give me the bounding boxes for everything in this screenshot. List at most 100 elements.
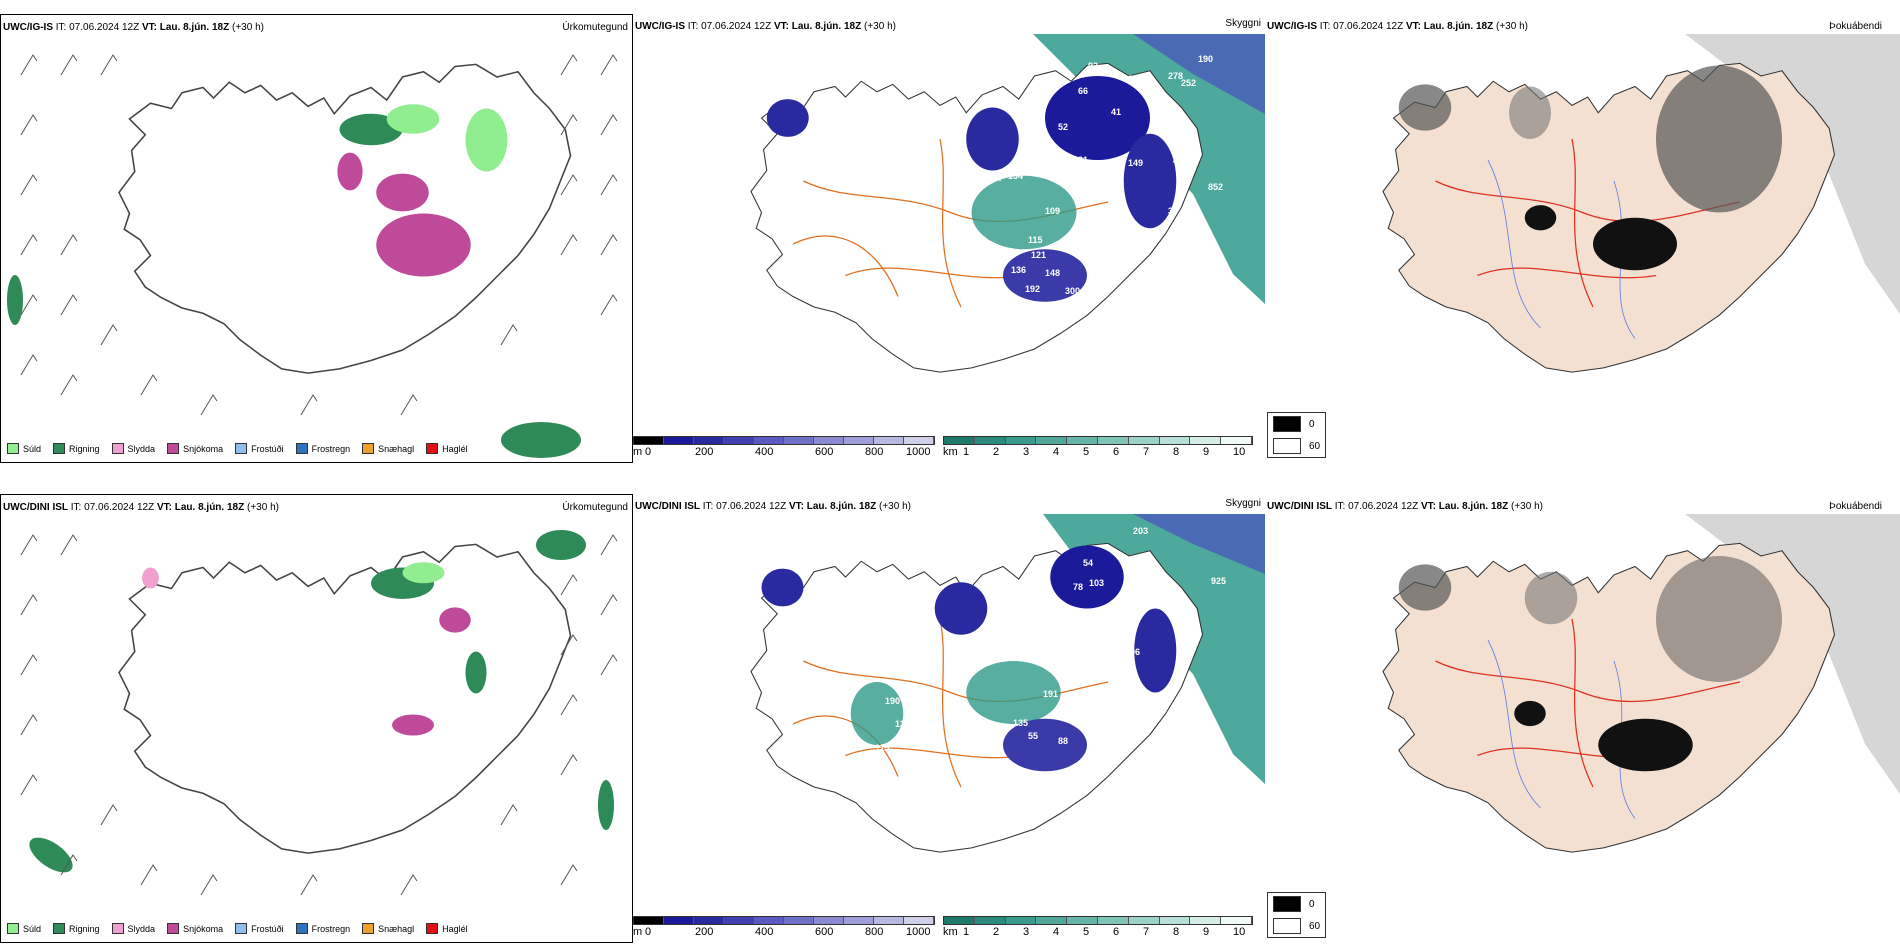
vis-label: 925 — [1211, 576, 1226, 586]
vis-label: 136 — [1011, 265, 1026, 275]
vis-label: 278 — [1168, 71, 1183, 81]
fog-area — [1656, 65, 1782, 213]
legend-item: Haglél — [426, 443, 468, 454]
visibility-panel-1: UWC/IG-IS IT: 07.06.2024 12Z VT: Lau. 8.… — [633, 14, 1265, 463]
vis-label: 62 — [678, 82, 688, 92]
vis-label: 115 — [1028, 235, 1043, 245]
precip-panel-1: UWC/IG-IS IT: 07.06.2024 12Z VT: Lau. 8.… — [0, 14, 633, 463]
vis-label: 113 — [1085, 212, 1100, 222]
vis-label: 115 — [923, 180, 938, 190]
vis-label: 43 — [1173, 156, 1183, 166]
vis-label: 54 — [1083, 558, 1093, 568]
vis-label: 139 — [1093, 193, 1108, 203]
low-ceiling-area — [1045, 76, 1150, 160]
vis-label: 92 — [1088, 61, 1098, 71]
vis-label: 103 — [1089, 578, 1104, 588]
coastline — [118, 543, 572, 854]
vis-label: 76 — [1103, 642, 1113, 652]
snow-area — [376, 173, 429, 212]
vis-label: 149 — [1128, 158, 1143, 168]
visibility-colorbar: km 1 2 3 4 5 6 7 8 9 10 — [943, 916, 1253, 939]
legend-item: Frostúði — [235, 923, 284, 934]
rain-area — [29, 837, 73, 873]
ceiling-colorbar: m 0 200 400 600 800 1000 — [633, 916, 935, 939]
snow-area — [392, 714, 434, 736]
low-vis-area — [971, 175, 1077, 250]
snow-area — [376, 213, 471, 277]
vis-label: 191 — [1043, 689, 1058, 699]
legend-item: Snjókoma — [167, 923, 223, 934]
vis-label: 243 — [1091, 259, 1106, 269]
vis-labels: 203 54 60 103 78 65 114 76 392 76 106 92… — [681, 526, 1226, 786]
coastline — [118, 63, 572, 374]
fog-area — [1398, 564, 1452, 611]
panel-type: Úrkomutegund — [562, 502, 628, 513]
vis-label: 66 — [1078, 86, 1088, 96]
panel-type: Þokuábendi — [1829, 501, 1882, 512]
vis-label: 136 — [953, 656, 968, 666]
vis-label: 161 — [1093, 745, 1108, 755]
vis-label: 26 — [893, 247, 903, 257]
sea-low-vis — [1043, 514, 1265, 784]
road-network — [1435, 138, 1741, 308]
vis-labels: 92 58 190 278 252 66 41 50 70 52 81 149 … — [678, 54, 1223, 309]
vis-label: 55 — [1028, 731, 1038, 741]
legend-item: Haglél — [426, 923, 468, 934]
panel-title: UWC/IG-IS IT: 07.06.2024 12Z VT: Lau. 8.… — [3, 22, 264, 33]
vis-label: 200 — [693, 596, 708, 606]
vis-label: 52 — [1058, 122, 1068, 132]
low-ceiling-area — [766, 99, 809, 137]
vis-label: 148 — [1045, 268, 1060, 278]
visibility-map: 203 54 60 103 78 65 114 76 392 76 106 92… — [681, 514, 1265, 853]
vis-label: 114 — [1038, 595, 1053, 605]
low-ceiling-area — [1003, 249, 1087, 302]
legend-item: Rigning — [53, 443, 100, 454]
vis-label: 95 — [1118, 741, 1128, 751]
vis-label: 76 — [1050, 610, 1060, 620]
fog-panel-2: UWC/DINI ISL IT: 07.06.2024 12Z VT: Lau.… — [1265, 494, 1900, 943]
low-vis-area — [850, 682, 904, 745]
vis-label: 38 — [883, 210, 893, 220]
low-vis-area — [966, 661, 1061, 724]
precip-panel-2: UWC/DINI ISL IT: 07.06.2024 12Z VT: Lau.… — [0, 494, 633, 943]
legend-item: Frostúði — [235, 443, 284, 454]
rain-area — [598, 780, 614, 830]
vis-label: 24 — [998, 627, 1008, 637]
panel-title: UWC/DINI ISL IT: 07.06.2024 12Z VT: Lau.… — [3, 502, 279, 513]
vis-label: 200 — [1058, 299, 1073, 309]
low-ceiling-area — [934, 582, 988, 635]
fog-area — [1524, 571, 1578, 625]
vis-label: 72 — [705, 566, 715, 576]
vis-label: 65 — [1123, 578, 1133, 588]
vis-label: 233 — [1063, 776, 1078, 786]
vis-label: 121 — [681, 561, 696, 571]
legend-item: Súld — [7, 923, 41, 934]
sea-fog — [1685, 34, 1900, 314]
rain-area — [7, 275, 23, 325]
panel-type: Skyggni — [1225, 18, 1261, 29]
legend-item: Rigning — [53, 923, 100, 934]
snow-area — [337, 152, 363, 191]
vis-label: 107 — [988, 173, 1003, 183]
vis-label: 130 — [895, 719, 910, 729]
panel-title: UWC/IG-IS IT: 07.06.2024 12Z VT: Lau. 8.… — [635, 21, 896, 32]
legend-item: Snæhagl — [362, 923, 414, 934]
vis-label: 155 — [1093, 759, 1108, 769]
visibility-map: 92 58 190 278 252 66 41 50 70 52 81 149 … — [678, 34, 1265, 373]
low-ceiling-area — [966, 107, 1019, 171]
legend-item: Súld — [7, 443, 41, 454]
drizzle-area — [465, 108, 508, 172]
vis-label: 78 — [1073, 582, 1083, 592]
panel-type: Skyggni — [1225, 498, 1261, 509]
legend-item: Slydda — [111, 443, 155, 454]
road-network — [792, 618, 1109, 788]
panel-type: Þokuábendi — [1829, 21, 1882, 32]
precip-legend: Súld Rigning Slydda Snjókoma Frostúði Fr… — [7, 923, 468, 934]
drizzle-area — [386, 104, 440, 134]
sea-fog — [1685, 514, 1900, 794]
rain-area — [465, 651, 487, 694]
sea-ceiling — [1133, 514, 1265, 574]
vis-label: 190 — [885, 696, 900, 706]
high-fog-area — [1598, 718, 1693, 772]
vis-label: 50 — [1028, 96, 1038, 106]
